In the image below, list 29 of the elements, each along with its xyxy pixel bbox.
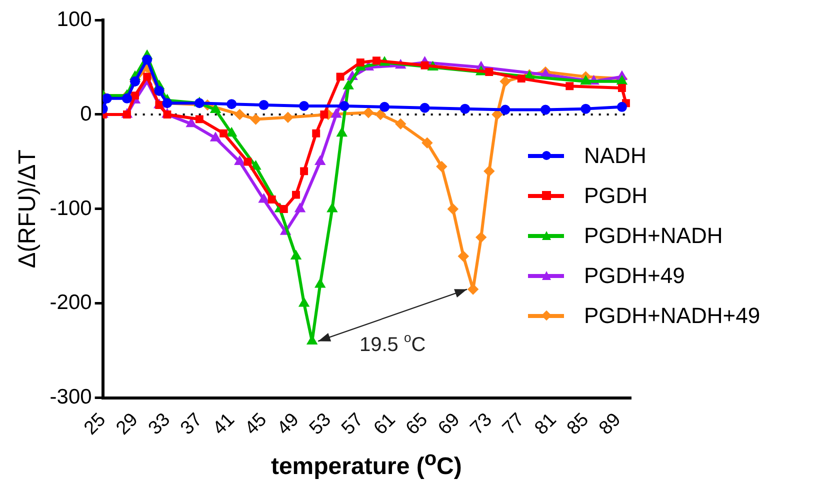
x-tick-label: 89 [595,409,626,440]
x-tick-label: 37 [176,409,207,440]
x-tick-label: 77 [498,409,529,440]
x-tick-label: 57 [338,409,368,440]
y-tick-label: 0 [80,102,92,126]
x-tick-label: 45 [241,409,272,440]
y-tick-label: -200 [50,291,92,314]
legend-label: PGDH+NADH [584,223,723,249]
x-tick-label: 25 [80,409,110,440]
y-tick-label: 100 [56,8,92,31]
legend-label: PGDH+NADH+49 [584,303,760,329]
x-tick-label: 61 [370,409,400,440]
x-tick-label: 41 [209,409,239,440]
legend-label: PGDH+49 [584,263,685,289]
x-tick-label: 53 [306,409,336,440]
legend-label: PGDH [584,183,648,209]
y-tick-label: -100 [50,196,92,220]
x-tick-label: 69 [434,409,464,440]
legend-label: NADH [584,143,646,169]
y-tick-label: -300 [50,386,92,409]
x-tick-label: 29 [112,409,142,440]
x-tick-label: 85 [563,409,593,440]
y-axis-title: Δ(RFU)/ΔT [14,149,42,268]
x-axis-title: temperature ($^{o}$C) [270,448,462,481]
x-tick-label: 81 [530,409,561,440]
x-tick-label: 33 [144,409,174,440]
x-tick-label: 65 [402,409,432,440]
x-tick-label: 49 [273,409,304,440]
x-tick-label: 73 [466,409,496,440]
